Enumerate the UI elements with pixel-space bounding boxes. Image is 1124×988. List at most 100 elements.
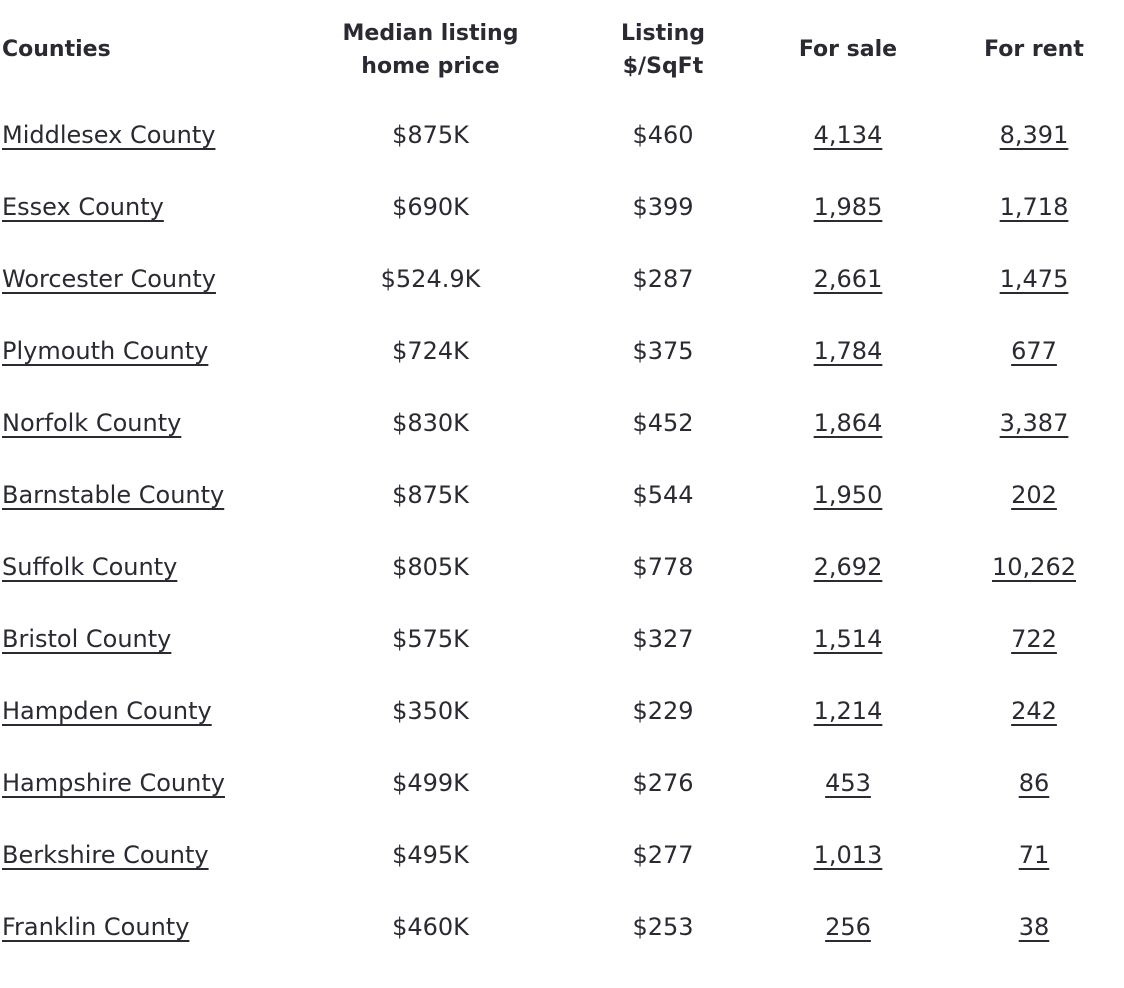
for-sale-link[interactable]: 1,214 <box>813 697 883 725</box>
county-link[interactable]: Hampshire County <box>2 769 225 797</box>
header-counties: Counties <box>2 37 111 62</box>
for-rent-cell: 1,475 <box>944 243 1124 315</box>
for-sale-link[interactable]: 1,784 <box>813 337 883 365</box>
for-rent-link[interactable]: 1,475 <box>999 265 1069 293</box>
for-sale-cell: 2,692 <box>752 531 944 603</box>
median-price-cell: $350K <box>392 697 469 725</box>
table-row: Middlesex County $875K $460 4,134 8,391 <box>0 99 1124 171</box>
county-cell: Franklin County <box>0 891 287 963</box>
county-cell: Plymouth County <box>0 315 287 387</box>
median-price-cell: $524.9K <box>380 265 481 293</box>
table-row: Berkshire County $495K $277 1,013 71 <box>0 819 1124 891</box>
county-cell: Hampshire County <box>0 747 287 819</box>
table-row: Essex County $690K $399 1,985 1,718 <box>0 171 1124 243</box>
median-price-cell: $805K <box>392 553 469 581</box>
price-per-sqft-cell: $276 <box>632 769 694 797</box>
for-sale-link[interactable]: 1,514 <box>813 625 883 653</box>
for-rent-cell: 242 <box>944 675 1124 747</box>
for-rent-link[interactable]: 202 <box>1011 481 1057 509</box>
price-per-sqft-cell: $287 <box>632 265 694 293</box>
for-sale-cell: 4,134 <box>752 99 944 171</box>
for-sale-cell: 1,864 <box>752 387 944 459</box>
median-price-cell: $724K <box>392 337 469 365</box>
for-rent-cell: 677 <box>944 315 1124 387</box>
header-listing-per-sqft: Listing $/SqFt <box>620 20 706 79</box>
for-sale-link[interactable]: 2,692 <box>813 553 883 581</box>
price-per-sqft-cell: $399 <box>632 193 694 221</box>
for-rent-cell: 722 <box>944 603 1124 675</box>
price-per-sqft-cell: $327 <box>632 625 694 653</box>
for-sale-cell: 1,214 <box>752 675 944 747</box>
table-row: Barnstable County $875K $544 1,950 202 <box>0 459 1124 531</box>
for-rent-link[interactable]: 38 <box>1018 913 1050 941</box>
county-link[interactable]: Norfolk County <box>2 409 182 437</box>
for-rent-link[interactable]: 71 <box>1018 841 1050 869</box>
county-link[interactable]: Hampden County <box>2 697 212 725</box>
for-sale-link[interactable]: 2,661 <box>813 265 883 293</box>
county-link[interactable]: Barnstable County <box>2 481 225 509</box>
for-rent-link[interactable]: 242 <box>1011 697 1057 725</box>
median-price-cell: $690K <box>392 193 469 221</box>
price-per-sqft-cell: $277 <box>632 841 694 869</box>
table-body: Middlesex County $875K $460 4,134 8,391 … <box>0 99 1124 963</box>
median-price-cell: $830K <box>392 409 469 437</box>
for-rent-link[interactable]: 10,262 <box>992 553 1076 581</box>
header-row: Counties Median listing home price Listi… <box>0 0 1124 99</box>
for-sale-link[interactable]: 1,950 <box>813 481 883 509</box>
table-row: Franklin County $460K $253 256 38 <box>0 891 1124 963</box>
for-sale-link[interactable]: 1,985 <box>813 193 883 221</box>
price-per-sqft-cell: $778 <box>632 553 694 581</box>
for-rent-link[interactable]: 3,387 <box>999 409 1069 437</box>
for-rent-link[interactable]: 86 <box>1018 769 1050 797</box>
table-row: Hampden County $350K $229 1,214 242 <box>0 675 1124 747</box>
median-price-cell: $575K <box>392 625 469 653</box>
median-price-cell: $875K <box>392 121 469 149</box>
for-sale-cell: 2,661 <box>752 243 944 315</box>
for-sale-link[interactable]: 453 <box>825 769 871 797</box>
county-link[interactable]: Franklin County <box>2 913 190 941</box>
header-for-sale: For sale <box>798 37 898 62</box>
price-per-sqft-cell: $375 <box>632 337 694 365</box>
for-sale-link[interactable]: 4,134 <box>813 121 883 149</box>
median-price-cell: $495K <box>392 841 469 869</box>
price-per-sqft-cell: $544 <box>632 481 694 509</box>
for-sale-cell: 1,784 <box>752 315 944 387</box>
for-sale-cell: 1,950 <box>752 459 944 531</box>
for-sale-link[interactable]: 256 <box>825 913 871 941</box>
for-rent-link[interactable]: 1,718 <box>999 193 1069 221</box>
for-rent-cell: 10,262 <box>944 531 1124 603</box>
table-row: Norfolk County $830K $452 1,864 3,387 <box>0 387 1124 459</box>
county-link[interactable]: Suffolk County <box>2 553 178 581</box>
county-link[interactable]: Bristol County <box>2 625 172 653</box>
for-sale-cell: 1,013 <box>752 819 944 891</box>
table-row: Hampshire County $499K $276 453 86 <box>0 747 1124 819</box>
for-sale-link[interactable]: 1,013 <box>813 841 883 869</box>
county-link[interactable]: Berkshire County <box>2 841 209 869</box>
for-rent-link[interactable]: 8,391 <box>999 121 1069 149</box>
county-cell: Bristol County <box>0 603 287 675</box>
for-rent-cell: 71 <box>944 819 1124 891</box>
median-price-cell: $875K <box>392 481 469 509</box>
county-cell: Suffolk County <box>0 531 287 603</box>
table-row: Bristol County $575K $327 1,514 722 <box>0 603 1124 675</box>
for-rent-cell: 1,718 <box>944 171 1124 243</box>
for-rent-cell: 202 <box>944 459 1124 531</box>
price-per-sqft-cell: $253 <box>632 913 694 941</box>
for-rent-cell: 38 <box>944 891 1124 963</box>
for-rent-link[interactable]: 677 <box>1011 337 1057 365</box>
for-sale-link[interactable]: 1,864 <box>813 409 883 437</box>
county-link[interactable]: Worcester County <box>2 265 216 293</box>
county-link[interactable]: Essex County <box>2 193 164 221</box>
county-link[interactable]: Plymouth County <box>2 337 209 365</box>
for-sale-cell: 1,514 <box>752 603 944 675</box>
table-row: Plymouth County $724K $375 1,784 677 <box>0 315 1124 387</box>
table-header: Counties Median listing home price Listi… <box>0 0 1124 99</box>
county-cell: Worcester County <box>0 243 287 315</box>
table-row: Suffolk County $805K $778 2,692 10,262 <box>0 531 1124 603</box>
for-sale-cell: 453 <box>752 747 944 819</box>
for-rent-link[interactable]: 722 <box>1011 625 1057 653</box>
table-row: Worcester County $524.9K $287 2,661 1,47… <box>0 243 1124 315</box>
county-link[interactable]: Middlesex County <box>2 121 216 149</box>
county-cell: Berkshire County <box>0 819 287 891</box>
header-for-rent: For rent <box>984 37 1084 62</box>
